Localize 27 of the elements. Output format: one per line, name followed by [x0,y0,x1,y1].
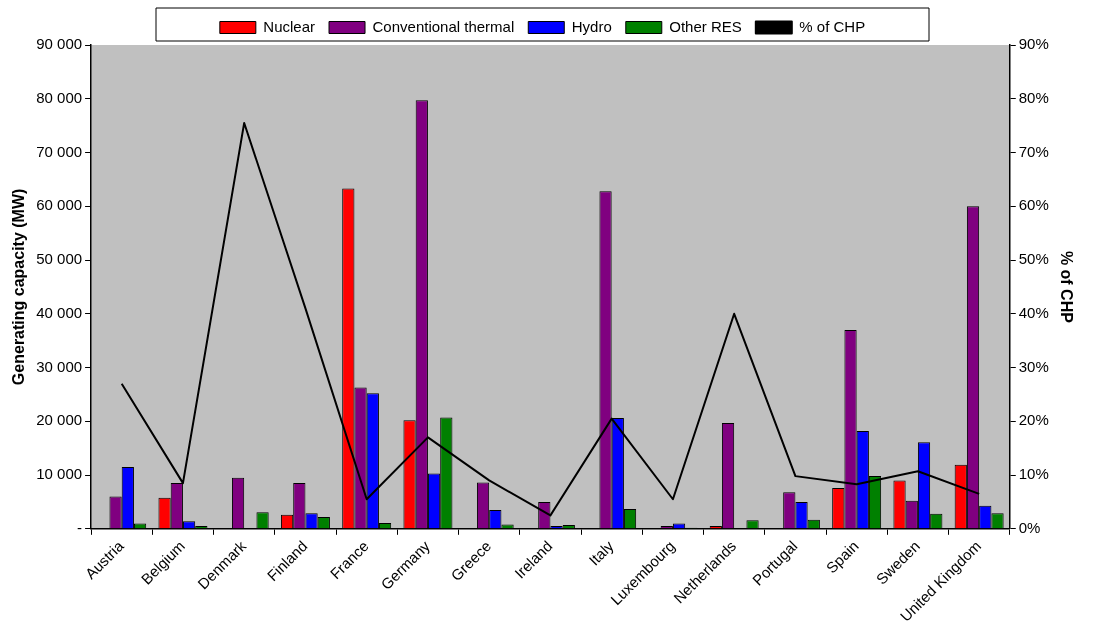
y2-tick-label: 50% [1018,250,1049,268]
legend-label: % of CHP [799,17,866,35]
y-tick-label: 40 000 [36,303,83,321]
legend-label: Hydro [571,17,612,35]
y2-tick-label: 30% [1018,357,1049,375]
y2-tick-label: 20% [1018,411,1049,429]
legend-label: Conventional thermal [372,17,515,35]
y2-tick-label: 90% [1018,35,1049,53]
y2-tick-label: 40% [1018,303,1049,321]
y-tick-label: 20 000 [36,411,83,429]
y-tick-label: 80 000 [36,88,83,106]
y2-tick-label: 60% [1018,196,1049,214]
y-tick-label: 10 000 [36,465,83,483]
y-tick-label: 50 000 [36,250,83,268]
y-tick-label: - [77,518,83,536]
y-tick-label: 60 000 [36,196,83,214]
y2-tick-label: 0% [1018,518,1041,536]
y2-tick-label: 10% [1018,465,1049,483]
y2-tick-label: 80% [1018,88,1049,106]
legend-label: Other RES [669,17,742,35]
y2-axis-title: % of CHP [1057,250,1075,324]
y-tick-label: 30 000 [36,357,83,375]
y2-tick-label: 70% [1018,142,1049,160]
y-tick-label: 90 000 [36,35,83,53]
legend-label: Nuclear [263,17,316,35]
y-axis-title: Generating capacity (MW) [10,188,28,386]
y-tick-label: 70 000 [36,142,83,160]
